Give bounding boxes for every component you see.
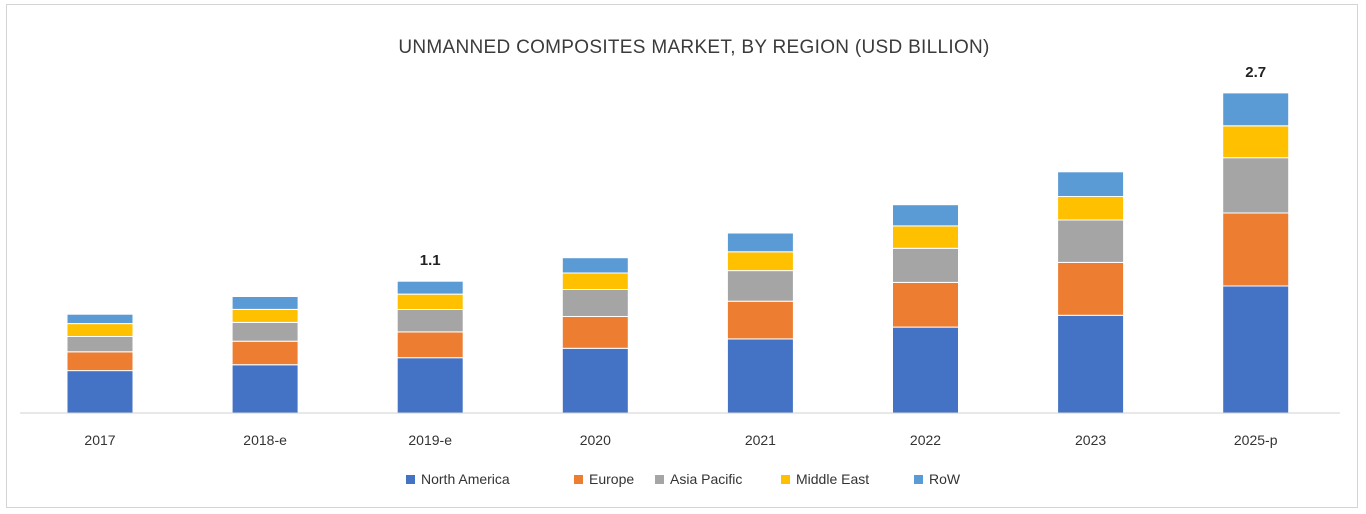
legend-item-europe: Europe xyxy=(574,471,634,487)
bar-2018-e-middle-east xyxy=(231,309,299,323)
bar-2021-europe xyxy=(726,300,794,340)
bar-2020-asia-pacific xyxy=(561,288,629,317)
bar-2021-middle-east xyxy=(726,251,794,272)
legend-swatch-row xyxy=(914,475,923,484)
legend: North America Europe Asia Pacific Middle Ea… xyxy=(406,471,961,487)
bar-2021-row xyxy=(726,232,794,253)
data-label-2019-e: 1.1 xyxy=(420,252,441,269)
bar-2023-middle-east xyxy=(1057,196,1125,221)
bar-2022-middle-east xyxy=(892,225,959,249)
bar-2020-middle-east xyxy=(561,272,629,290)
legend-label-europe: Europe xyxy=(589,471,634,487)
bar-2023-europe xyxy=(1057,261,1125,316)
legend-item-north-america: North America xyxy=(406,471,510,487)
legend-swatch-europe xyxy=(574,475,583,484)
bar-2025-p-middle-east xyxy=(1222,125,1290,159)
bar-2022-asia-pacific xyxy=(892,247,959,283)
x-tick-label-2022: 2022 xyxy=(910,432,941,448)
bar-2018-e-europe xyxy=(231,340,299,366)
bar-2020-north-america xyxy=(561,347,629,414)
legend-label-asia-pacific: Asia Pacific xyxy=(670,471,742,487)
x-tick-label-2025-p: 2025-p xyxy=(1234,432,1278,448)
bar-2017-north-america xyxy=(66,370,134,414)
bar-2020-europe xyxy=(561,316,629,349)
legend-swatch-asia-pacific xyxy=(655,475,664,484)
legend-swatch-middle-east xyxy=(781,475,790,484)
bar-2025-p-europe xyxy=(1222,212,1290,287)
x-tick-label-2021: 2021 xyxy=(745,432,776,448)
bar-2021-asia-pacific xyxy=(726,270,794,302)
x-tick-label-2023: 2023 xyxy=(1075,432,1106,448)
bar-2025-p-asia-pacific xyxy=(1222,157,1290,214)
chart-frame xyxy=(6,4,1358,508)
bar-2025-p-row xyxy=(1222,92,1290,127)
x-tick-label-2018-e: 2018-e xyxy=(243,432,287,448)
bar-2018-e-asia-pacific xyxy=(231,321,299,342)
legend-item-asia-pacific: Asia Pacific xyxy=(655,471,742,487)
legend-item-row: RoW xyxy=(914,471,961,487)
bar-2022-north-america xyxy=(892,326,959,414)
bar-2021-north-america xyxy=(726,338,794,414)
bar-2019-e-north-america xyxy=(396,357,464,414)
bar-2023-row xyxy=(1057,171,1125,198)
data-labels: 1.1 2.7 xyxy=(420,64,1266,269)
legend-swatch-north-america xyxy=(406,475,415,484)
bar-2022-row xyxy=(892,204,959,227)
bar-2019-e-row xyxy=(396,280,464,295)
bar-2017-row xyxy=(66,313,134,325)
x-tick-label-2017: 2017 xyxy=(84,432,115,448)
data-label-2025-p: 2.7 xyxy=(1245,64,1266,81)
legend-label-row: RoW xyxy=(929,471,961,487)
bar-2017-asia-pacific xyxy=(66,336,134,353)
bar-2025-p-north-america xyxy=(1222,285,1290,414)
bar-2019-e-europe xyxy=(396,331,464,359)
x-tick-label-2020: 2020 xyxy=(580,432,611,448)
bar-2020-row xyxy=(561,257,629,274)
bar-2018-e-row xyxy=(231,296,299,310)
legend-label-north-america: North America xyxy=(421,471,510,487)
chart-title: UNMANNED COMPOSITES MARKET, BY REGION (U… xyxy=(398,37,989,58)
bar-2022-europe xyxy=(892,281,959,328)
x-tick-label-2019-e: 2019-e xyxy=(408,432,452,448)
legend-item-middle-east: Middle East xyxy=(781,471,869,487)
bar-2017-europe xyxy=(66,351,134,372)
x-axis-ticks: 2017 2018-e 2019-e 2020 2021 2022 2023 2025-p xyxy=(84,432,1277,448)
bars-layer xyxy=(66,92,1290,414)
bar-2017-middle-east xyxy=(66,323,134,338)
bar-2018-e-north-america xyxy=(231,364,299,414)
legend-label-middle-east: Middle East xyxy=(796,471,869,487)
bar-2019-e-asia-pacific xyxy=(396,309,464,333)
bar-2023-north-america xyxy=(1057,314,1125,414)
bar-2019-e-middle-east xyxy=(396,293,464,311)
bar-2023-asia-pacific xyxy=(1057,219,1125,263)
